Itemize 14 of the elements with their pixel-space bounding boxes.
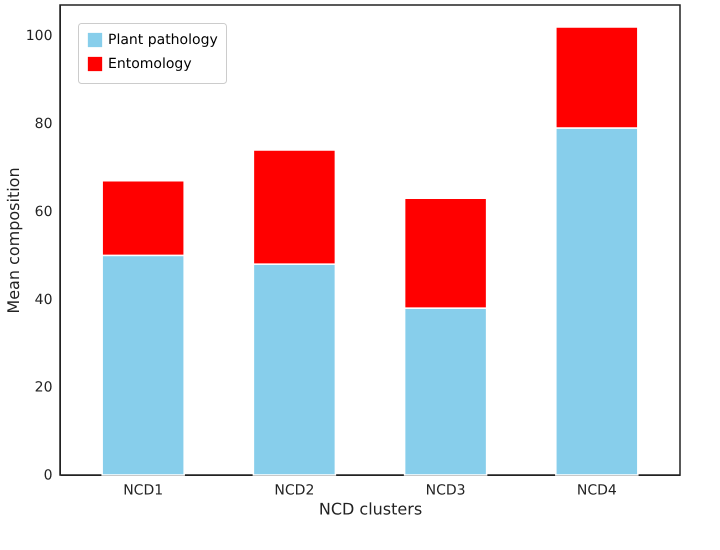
legend-label: Entomology xyxy=(108,56,192,72)
y-axis-title: Mean composition xyxy=(4,167,23,314)
y-tick-label: 20 xyxy=(34,380,52,396)
y-tick-label: 60 xyxy=(34,204,52,220)
y-tick-label: 0 xyxy=(44,468,52,484)
x-tick-label: NCD3 xyxy=(426,482,466,498)
y-tick-label: 40 xyxy=(34,292,52,308)
legend-label: Plant pathology xyxy=(108,32,218,48)
x-tick-label: NCD1 xyxy=(123,482,164,498)
x-axis-title: NCD clusters xyxy=(318,500,422,518)
x-tick-label: NCD4 xyxy=(576,482,617,498)
y-tick-label: 80 xyxy=(34,116,52,132)
y-tick-label: 100 xyxy=(26,28,52,44)
x-tick-label: NCD2 xyxy=(274,482,314,498)
